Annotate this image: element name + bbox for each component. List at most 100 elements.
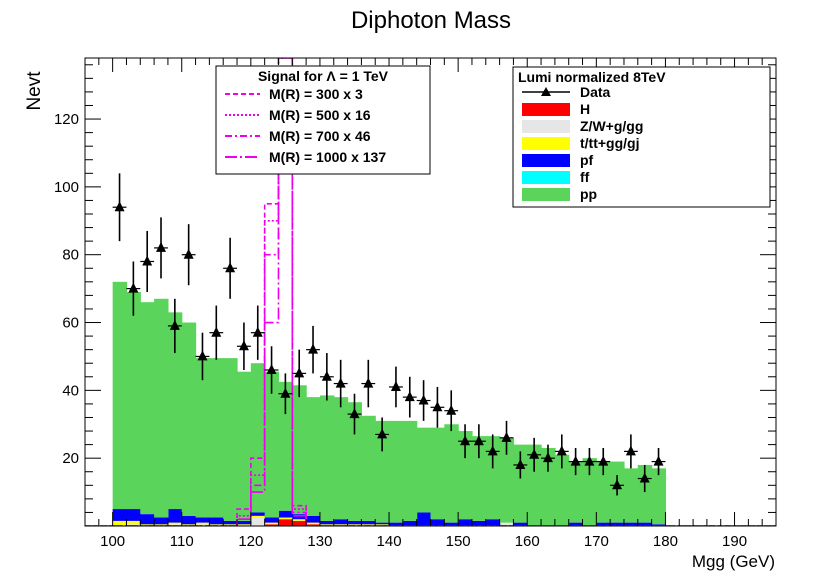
- data-point-marker: [335, 377, 346, 388]
- bar-pf: [389, 522, 404, 526]
- bar-pf: [319, 520, 335, 525]
- bar-pf: [264, 517, 280, 523]
- bar-t-tt-gg-gj: [237, 524, 252, 526]
- bar-pf: [485, 519, 501, 526]
- data-point-marker: [446, 404, 457, 415]
- legend-label: H: [580, 101, 590, 117]
- data-point-marker: [308, 343, 319, 354]
- data-point-marker: [570, 455, 581, 466]
- bar-pf: [306, 515, 321, 523]
- bar-pp: [430, 427, 445, 520]
- legend-swatch: [522, 103, 570, 116]
- bar-z-w-g-gg: [499, 522, 515, 526]
- bar-pp: [292, 385, 307, 515]
- bar-z-w-g-gg: [167, 524, 183, 526]
- data-point-marker: [473, 435, 484, 446]
- bar-pp: [250, 363, 266, 513]
- bar-pf: [126, 509, 141, 521]
- x-tick-label: 100: [100, 533, 125, 550]
- bar-z-w-g-gg: [126, 524, 141, 526]
- bar-pf: [361, 520, 376, 525]
- x-tick-label: 120: [238, 533, 263, 550]
- bar-pf: [278, 510, 293, 518]
- background-legend-title: Lumi normalized 8TeV: [518, 69, 666, 85]
- bar-pp: [181, 322, 197, 516]
- bar-t-tt-gg-gj: [154, 524, 169, 526]
- data-point-marker: [349, 408, 360, 419]
- data-point-marker: [321, 370, 332, 381]
- background-stack: [112, 281, 667, 526]
- bar-pf: [402, 520, 418, 526]
- bar-pf: [140, 514, 155, 525]
- bar-t-tt-gg-gj: [167, 522, 183, 525]
- bar-pp: [458, 431, 473, 520]
- signal-legend-label: M(R) = 700 x 46: [269, 128, 371, 144]
- data-point-marker: [183, 248, 194, 259]
- legend-swatch: [522, 171, 570, 184]
- data-point-marker: [390, 380, 401, 391]
- bar-pp: [582, 458, 597, 526]
- bar-h: [306, 524, 321, 526]
- data-point-marker: [542, 452, 553, 463]
- bar-pf: [347, 520, 362, 525]
- bar-pp: [444, 424, 459, 523]
- bar-pp: [651, 468, 667, 525]
- legend-label: Data: [580, 84, 611, 100]
- data-point-marker: [598, 455, 609, 466]
- data-point-marker: [211, 326, 222, 337]
- y-tick-label: 20: [62, 450, 79, 467]
- bar-pp: [471, 436, 487, 521]
- bar-pp: [209, 358, 224, 518]
- bar-pp: [541, 448, 556, 526]
- data-point-marker: [238, 340, 249, 351]
- data-point-marker: [460, 435, 471, 446]
- data-point-marker: [653, 455, 664, 466]
- bar-pp: [361, 415, 376, 521]
- bar-pf: [112, 509, 128, 521]
- bar-pp: [623, 468, 639, 523]
- x-tick-label: 170: [584, 533, 609, 550]
- bar-pf: [292, 514, 307, 520]
- bar-t-tt-gg-gj: [333, 524, 349, 526]
- signal-histograms: [85, 58, 776, 526]
- bar-pf: [223, 520, 238, 525]
- signal-legend-title: Signal for Λ = 1 TeV: [258, 68, 389, 84]
- bar-pf: [623, 522, 639, 526]
- bar-pp: [402, 420, 418, 521]
- bar-pf: [333, 519, 349, 525]
- y-tick-label: 60: [62, 315, 79, 332]
- bar-pf: [237, 520, 252, 525]
- bar-pp: [195, 358, 210, 518]
- bar-pp: [154, 298, 169, 518]
- data-point-marker: [225, 262, 236, 273]
- x-tick-label: 150: [446, 533, 471, 550]
- bar-z-w-g-gg: [195, 524, 210, 526]
- data-point-marker: [418, 394, 429, 405]
- data-point-marker: [487, 445, 498, 456]
- data-point-marker: [197, 350, 208, 361]
- bar-t-tt-gg-gj: [278, 517, 293, 520]
- legend-swatch: [522, 120, 570, 133]
- bar-t-tt-gg-gj: [319, 524, 335, 526]
- bar-pp: [278, 381, 293, 511]
- bar-t-tt-gg-gj: [209, 524, 224, 526]
- x-tick-label: 160: [515, 533, 540, 550]
- data-point-marker: [280, 387, 291, 398]
- bar-pf: [637, 522, 653, 526]
- data-point-marker: [169, 319, 180, 330]
- y-tick-label: 40: [62, 382, 79, 399]
- bar-t-tt-gg-gj: [375, 524, 390, 526]
- data-point-marker: [294, 367, 305, 378]
- chart-title: Diphoton Mass: [351, 7, 511, 34]
- bar-t-tt-gg-gj: [181, 524, 197, 526]
- bar-pf: [596, 522, 611, 526]
- background-legend: Lumi normalized 8TeV DataHZ/W+g/ggt/tt+g…: [512, 66, 771, 208]
- data-point-marker: [584, 455, 595, 466]
- signal-legend-label: M(R) = 300 x 3: [269, 86, 363, 102]
- data-point-marker: [612, 479, 623, 490]
- bar-pf: [651, 524, 667, 526]
- signal-legend: Signal for Λ = 1 TeV M(R) = 300 x 3 M(R) …: [215, 65, 431, 175]
- legend-swatch: [522, 188, 570, 201]
- bar-h: [278, 519, 293, 526]
